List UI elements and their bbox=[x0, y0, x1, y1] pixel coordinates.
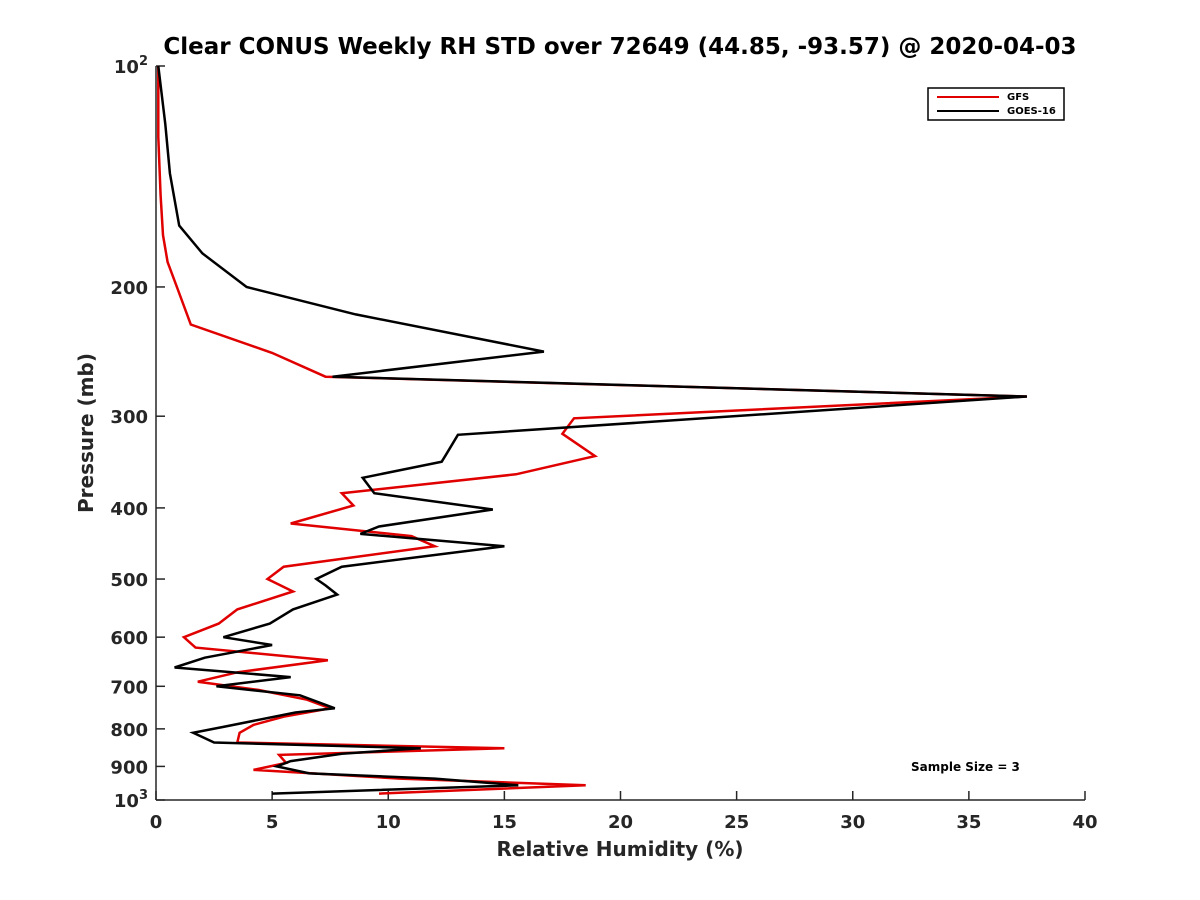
series-line-goes16 bbox=[157, 65, 1027, 795]
x-tick-label: 5 bbox=[266, 812, 279, 833]
y-tick-label: 102 bbox=[114, 54, 148, 78]
x-tick-label: 35 bbox=[956, 812, 981, 833]
x-tick-label: 15 bbox=[492, 812, 517, 833]
x-axis-label: Relative Humidity (%) bbox=[496, 837, 743, 861]
x-tick-label: 20 bbox=[608, 812, 633, 833]
series-line-gfs bbox=[157, 66, 1027, 795]
legend: GFS GOES-16 bbox=[927, 87, 1065, 121]
x-axis: 0 5 10 15 20 25 30 35 40 bbox=[150, 791, 1098, 833]
y-tick-label: 200 bbox=[110, 278, 148, 299]
legend-box bbox=[927, 87, 1065, 121]
y-tick-label: 700 bbox=[110, 677, 148, 698]
x-tick-label: 10 bbox=[376, 812, 401, 833]
legend-label-gfs: GFS bbox=[1007, 92, 1029, 103]
chart-title: Clear CONUS Weekly RH STD over 72649 (44… bbox=[163, 34, 1076, 60]
x-tick-label: 40 bbox=[1072, 812, 1097, 833]
y-tick-label: 300 bbox=[110, 407, 148, 428]
y-tick-label: 800 bbox=[110, 720, 148, 741]
y-tick-label: 500 bbox=[110, 570, 148, 591]
y-tick-label: 400 bbox=[110, 499, 148, 520]
y-axis: 102 200 300 400 500 600 700 800 900 103 bbox=[110, 54, 165, 812]
plot-area bbox=[155, 66, 1085, 801]
sample-size-annotation: Sample Size = 3 bbox=[911, 760, 1020, 774]
x-tick-label: 25 bbox=[724, 812, 749, 833]
legend-label-goes16: GOES-16 bbox=[1007, 106, 1056, 117]
series-group bbox=[157, 65, 1027, 795]
x-tick-label: 30 bbox=[840, 812, 865, 833]
y-tick-label: 103 bbox=[114, 788, 148, 812]
x-tick-label: 0 bbox=[150, 812, 163, 833]
y-axis-label: Pressure (mb) bbox=[74, 353, 98, 513]
y-tick-label: 900 bbox=[110, 757, 148, 778]
y-tick-label: 600 bbox=[110, 628, 148, 649]
